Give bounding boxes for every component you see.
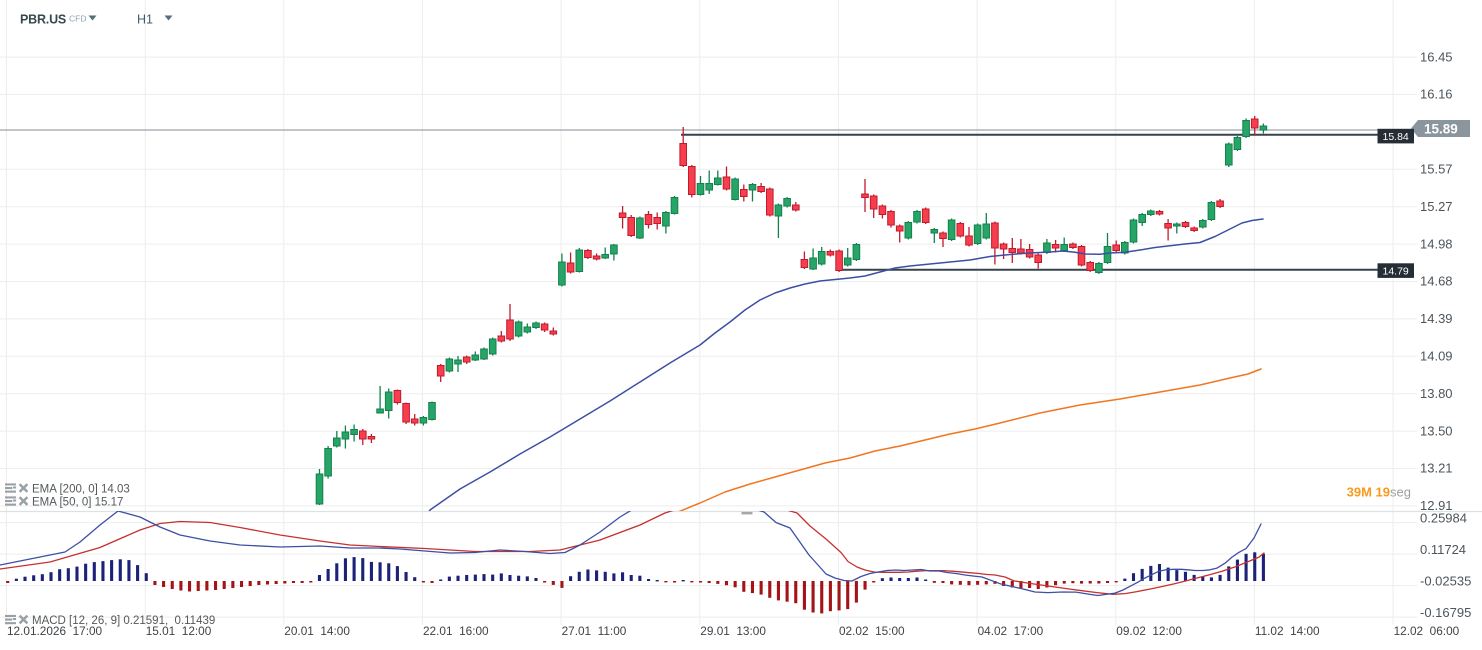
svg-text:H1: H1 xyxy=(137,13,153,27)
svg-text:27.01 11:00: 27.01 11:00 xyxy=(562,624,627,638)
svg-text:-0.16795: -0.16795 xyxy=(1420,605,1471,620)
svg-text:EMA [50, 0] 15.17: EMA [50, 0] 15.17 xyxy=(32,497,123,509)
svg-text:11.02 14:00: 11.02 14:00 xyxy=(1255,624,1320,638)
svg-text:04.02 17:00: 04.02 17:00 xyxy=(978,624,1044,638)
svg-text:14.98: 14.98 xyxy=(1420,236,1453,251)
svg-text:12.02 06:00: 12.02 06:00 xyxy=(1394,624,1460,638)
svg-text:13.21: 13.21 xyxy=(1420,461,1453,476)
svg-text:PBR.US: PBR.US xyxy=(20,13,66,27)
svg-text:09.02 12:00: 09.02 12:00 xyxy=(1116,624,1182,638)
svg-text:29.01 13:00: 29.01 13:00 xyxy=(700,624,766,638)
svg-text:14.09: 14.09 xyxy=(1420,349,1453,364)
svg-text:15.57: 15.57 xyxy=(1420,162,1453,177)
svg-text:15.84: 15.84 xyxy=(1383,131,1409,143)
svg-text:0.11724: 0.11724 xyxy=(1420,542,1466,557)
svg-text:20.01 14:00: 20.01 14:00 xyxy=(284,624,350,638)
svg-text:-0.02535: -0.02535 xyxy=(1420,573,1471,588)
svg-text:MACD [12, 26, 9] 0.21591, 0.1: MACD [12, 26, 9] 0.21591, 0.11439 xyxy=(32,615,215,627)
svg-text:12.01.2026 17:00: 12.01.2026 17:00 xyxy=(7,624,103,638)
svg-text:12.91: 12.91 xyxy=(1420,498,1453,513)
svg-text:EMA [200, 0] 14.03: EMA [200, 0] 14.03 xyxy=(32,484,130,496)
svg-text:15.89: 15.89 xyxy=(1424,122,1458,137)
svg-text:15.01 12:00: 15.01 12:00 xyxy=(146,624,212,638)
svg-text:14.39: 14.39 xyxy=(1420,311,1453,326)
svg-text:15.27: 15.27 xyxy=(1420,199,1453,214)
svg-text:14.68: 14.68 xyxy=(1420,274,1453,289)
svg-text:13.80: 13.80 xyxy=(1420,386,1453,401)
svg-text:02.02 15:00: 02.02 15:00 xyxy=(839,624,905,638)
svg-text:13.50: 13.50 xyxy=(1420,423,1453,438)
svg-text:16.45: 16.45 xyxy=(1420,49,1453,64)
svg-text:14.79: 14.79 xyxy=(1383,266,1409,278)
svg-text:22.01 16:00: 22.01 16:00 xyxy=(423,624,489,638)
svg-text:CFD: CFD xyxy=(69,14,86,24)
svg-text:39M 19seg: 39M 19seg xyxy=(1347,485,1411,500)
svg-text:0.25984: 0.25984 xyxy=(1420,510,1467,525)
svg-text:16.16: 16.16 xyxy=(1420,87,1453,102)
